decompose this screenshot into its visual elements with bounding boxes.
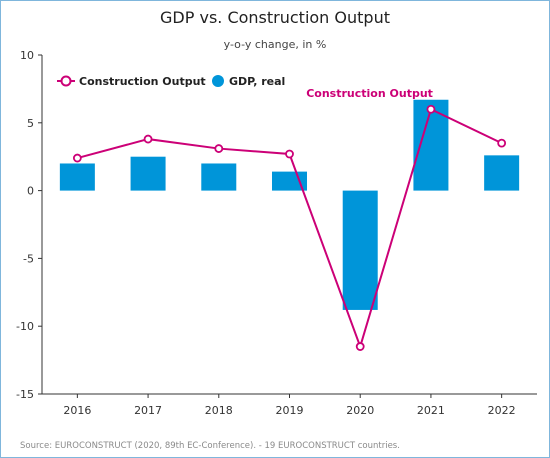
x-tick-label: 2021 [417, 404, 445, 417]
source-note: Source: EUROCONSTRUCT (2020, 89th EC-Con… [20, 441, 400, 451]
plot-area [42, 55, 537, 394]
x-tick-label: 2019 [276, 404, 304, 417]
x-tick-label: 2016 [63, 404, 91, 417]
legend-marker-gdp [212, 75, 224, 87]
y-tick-label: -10 [16, 320, 34, 333]
construction-output-point [143, 134, 153, 144]
gdp-bar [484, 155, 520, 191]
y-tick-label: -15 [16, 388, 34, 401]
x-tick-label: 2022 [488, 404, 516, 417]
y-tick-label: 5 [27, 117, 34, 130]
data-annotation: Construction Output [306, 87, 433, 100]
construction-output-point [72, 153, 82, 163]
legend-marker-construction [60, 75, 72, 87]
gdp-bar [130, 156, 166, 191]
construction-output-point [426, 104, 436, 114]
x-tick-label: 2018 [205, 404, 233, 417]
chart-title: GDP vs. Construction Output [160, 8, 390, 27]
construction-output-point [497, 138, 507, 148]
chart-subtitle: y-o-y change, in % [223, 38, 327, 51]
y-tick-label: 10 [20, 49, 34, 62]
construction-output-point [214, 144, 224, 153]
gdp-bar [201, 163, 237, 191]
x-tick-label: 2017 [134, 404, 162, 417]
gdp-bar [59, 163, 95, 191]
legend-label-gdp: GDP, real [229, 75, 285, 88]
y-tick-label: -5 [23, 252, 34, 265]
gdp-bar [342, 190, 378, 310]
construction-output-point [285, 149, 294, 159]
construction-output-point [355, 342, 365, 351]
x-tick-label: 2020 [346, 404, 374, 417]
y-tick-label: 0 [27, 185, 34, 198]
legend-label-construction: Construction Output [79, 75, 206, 88]
